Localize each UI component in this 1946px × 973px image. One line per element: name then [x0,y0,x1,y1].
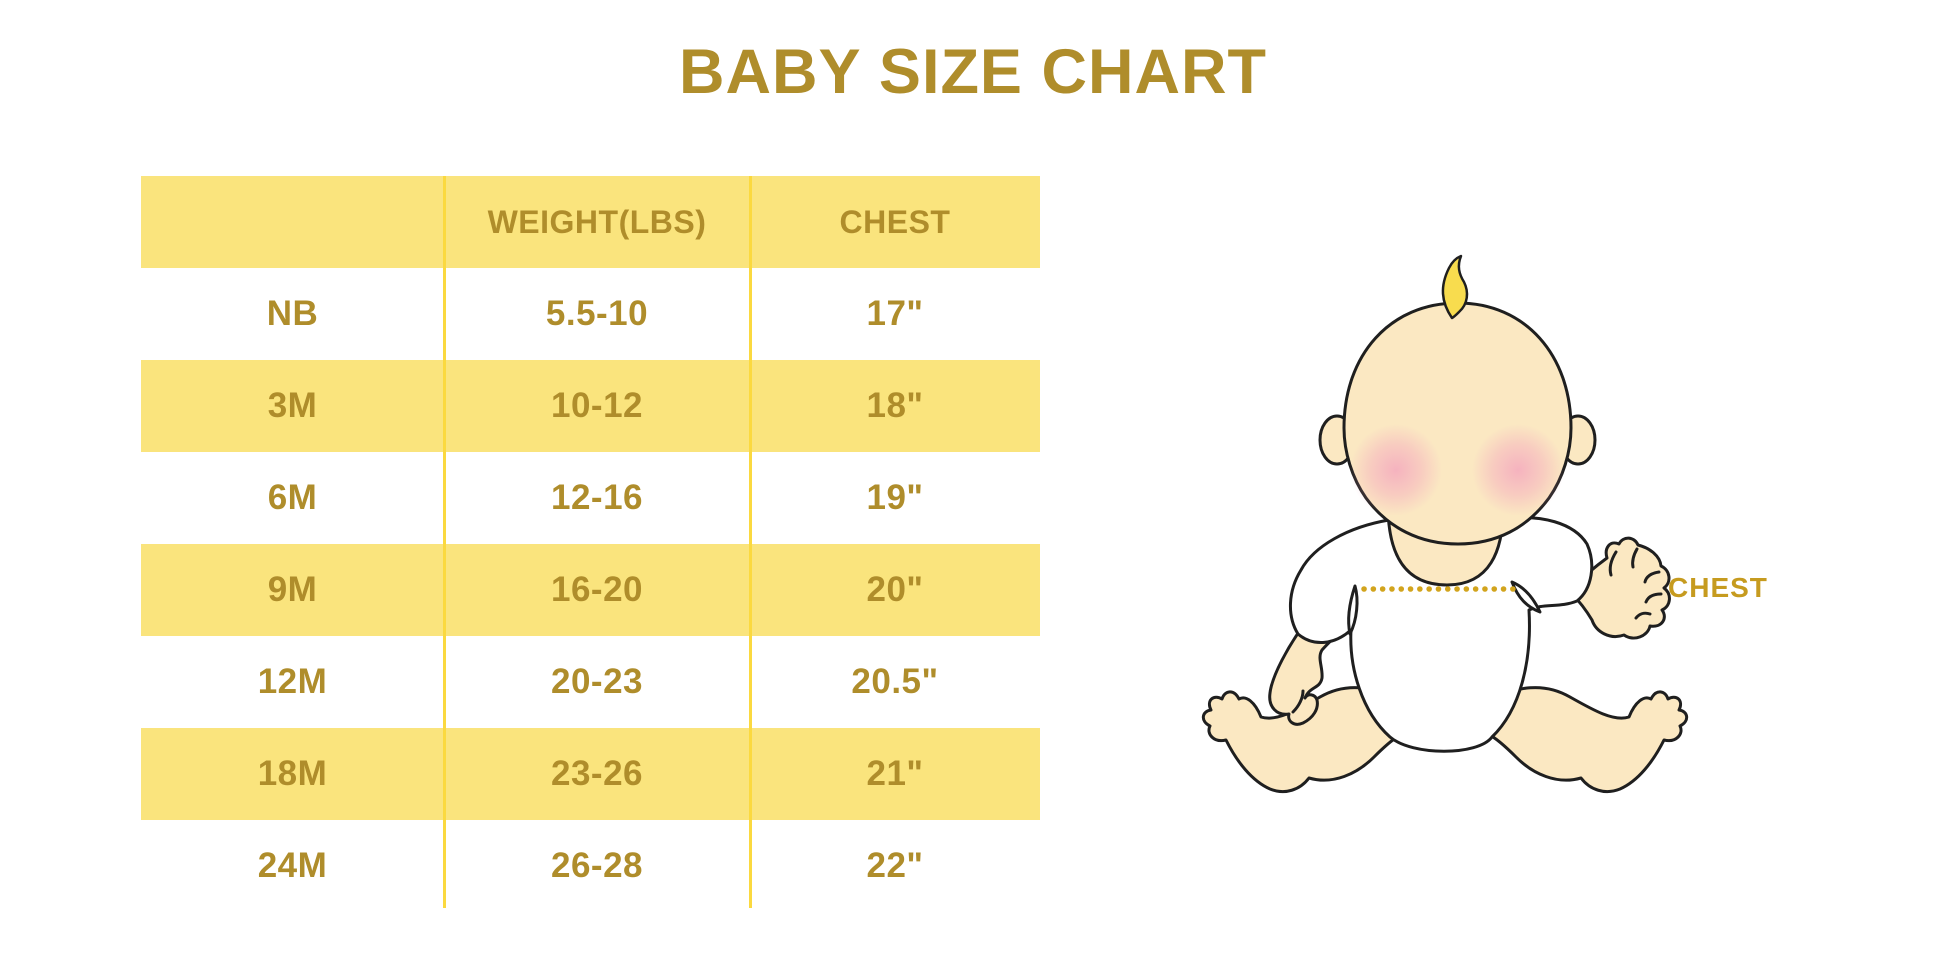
column-divider [749,176,752,908]
weight-cell: 20-23 [550,662,644,701]
weight-cell: 10-12 [550,386,644,425]
baby-legs [1201,686,1689,793]
chest-cell: 18" [866,386,924,425]
table-row: 9M 16-20 20" [141,544,1040,636]
baby-right-arm [1570,536,1671,640]
chest-measure-label: CHEST [1668,572,1768,603]
weight-cell: 26-28 [550,846,644,885]
baby-cheeks [1350,424,1564,516]
weight-cell: 12-16 [550,478,644,517]
table-row: 12M 20-23 20.5" [141,636,1040,728]
size-cell: 12M [257,662,328,701]
baby-illustration [1201,254,1689,793]
baby-hair-curl [1441,254,1469,320]
chest-cell: 21" [866,754,924,793]
size-cell: 3M [267,386,318,425]
size-cell: 9M [267,570,318,609]
weight-cell: 16-20 [550,570,644,609]
size-cell: 18M [257,754,328,793]
table-row: NB 5.5-10 17" [141,268,1040,360]
chest-cell: 22" [866,846,924,885]
page-title: BABY SIZE CHART [679,37,1267,107]
header-chest: CHEST [839,203,951,240]
table-row: 3M 10-12 18" [141,360,1040,452]
size-cell: 6M [267,478,318,517]
column-divider [443,176,446,908]
chest-cell: 20.5" [851,662,939,701]
chest-cell: 19" [866,478,924,517]
chest-cell: 20" [866,570,924,609]
weight-cell: 5.5-10 [545,294,649,333]
table-row: 6M 12-16 19" [141,452,1040,544]
size-table: WEIGHT(LBS) CHEST NB 5.5-10 17" 3M 10-12… [141,176,1040,912]
table-row: 18M 23-26 21" [141,728,1040,820]
table-row: 24M 26-28 22" [141,820,1040,912]
header-weight: WEIGHT(LBS) [487,203,707,240]
size-cell: NB [266,294,319,333]
chest-cell: 17" [866,294,924,333]
baby-onesie [1288,512,1594,753]
size-cell: 24M [257,846,328,885]
header-size [141,176,444,268]
table-header-row: WEIGHT(LBS) CHEST [141,176,1040,268]
baby-left-arm [1268,620,1352,726]
weight-cell: 23-26 [550,754,644,793]
